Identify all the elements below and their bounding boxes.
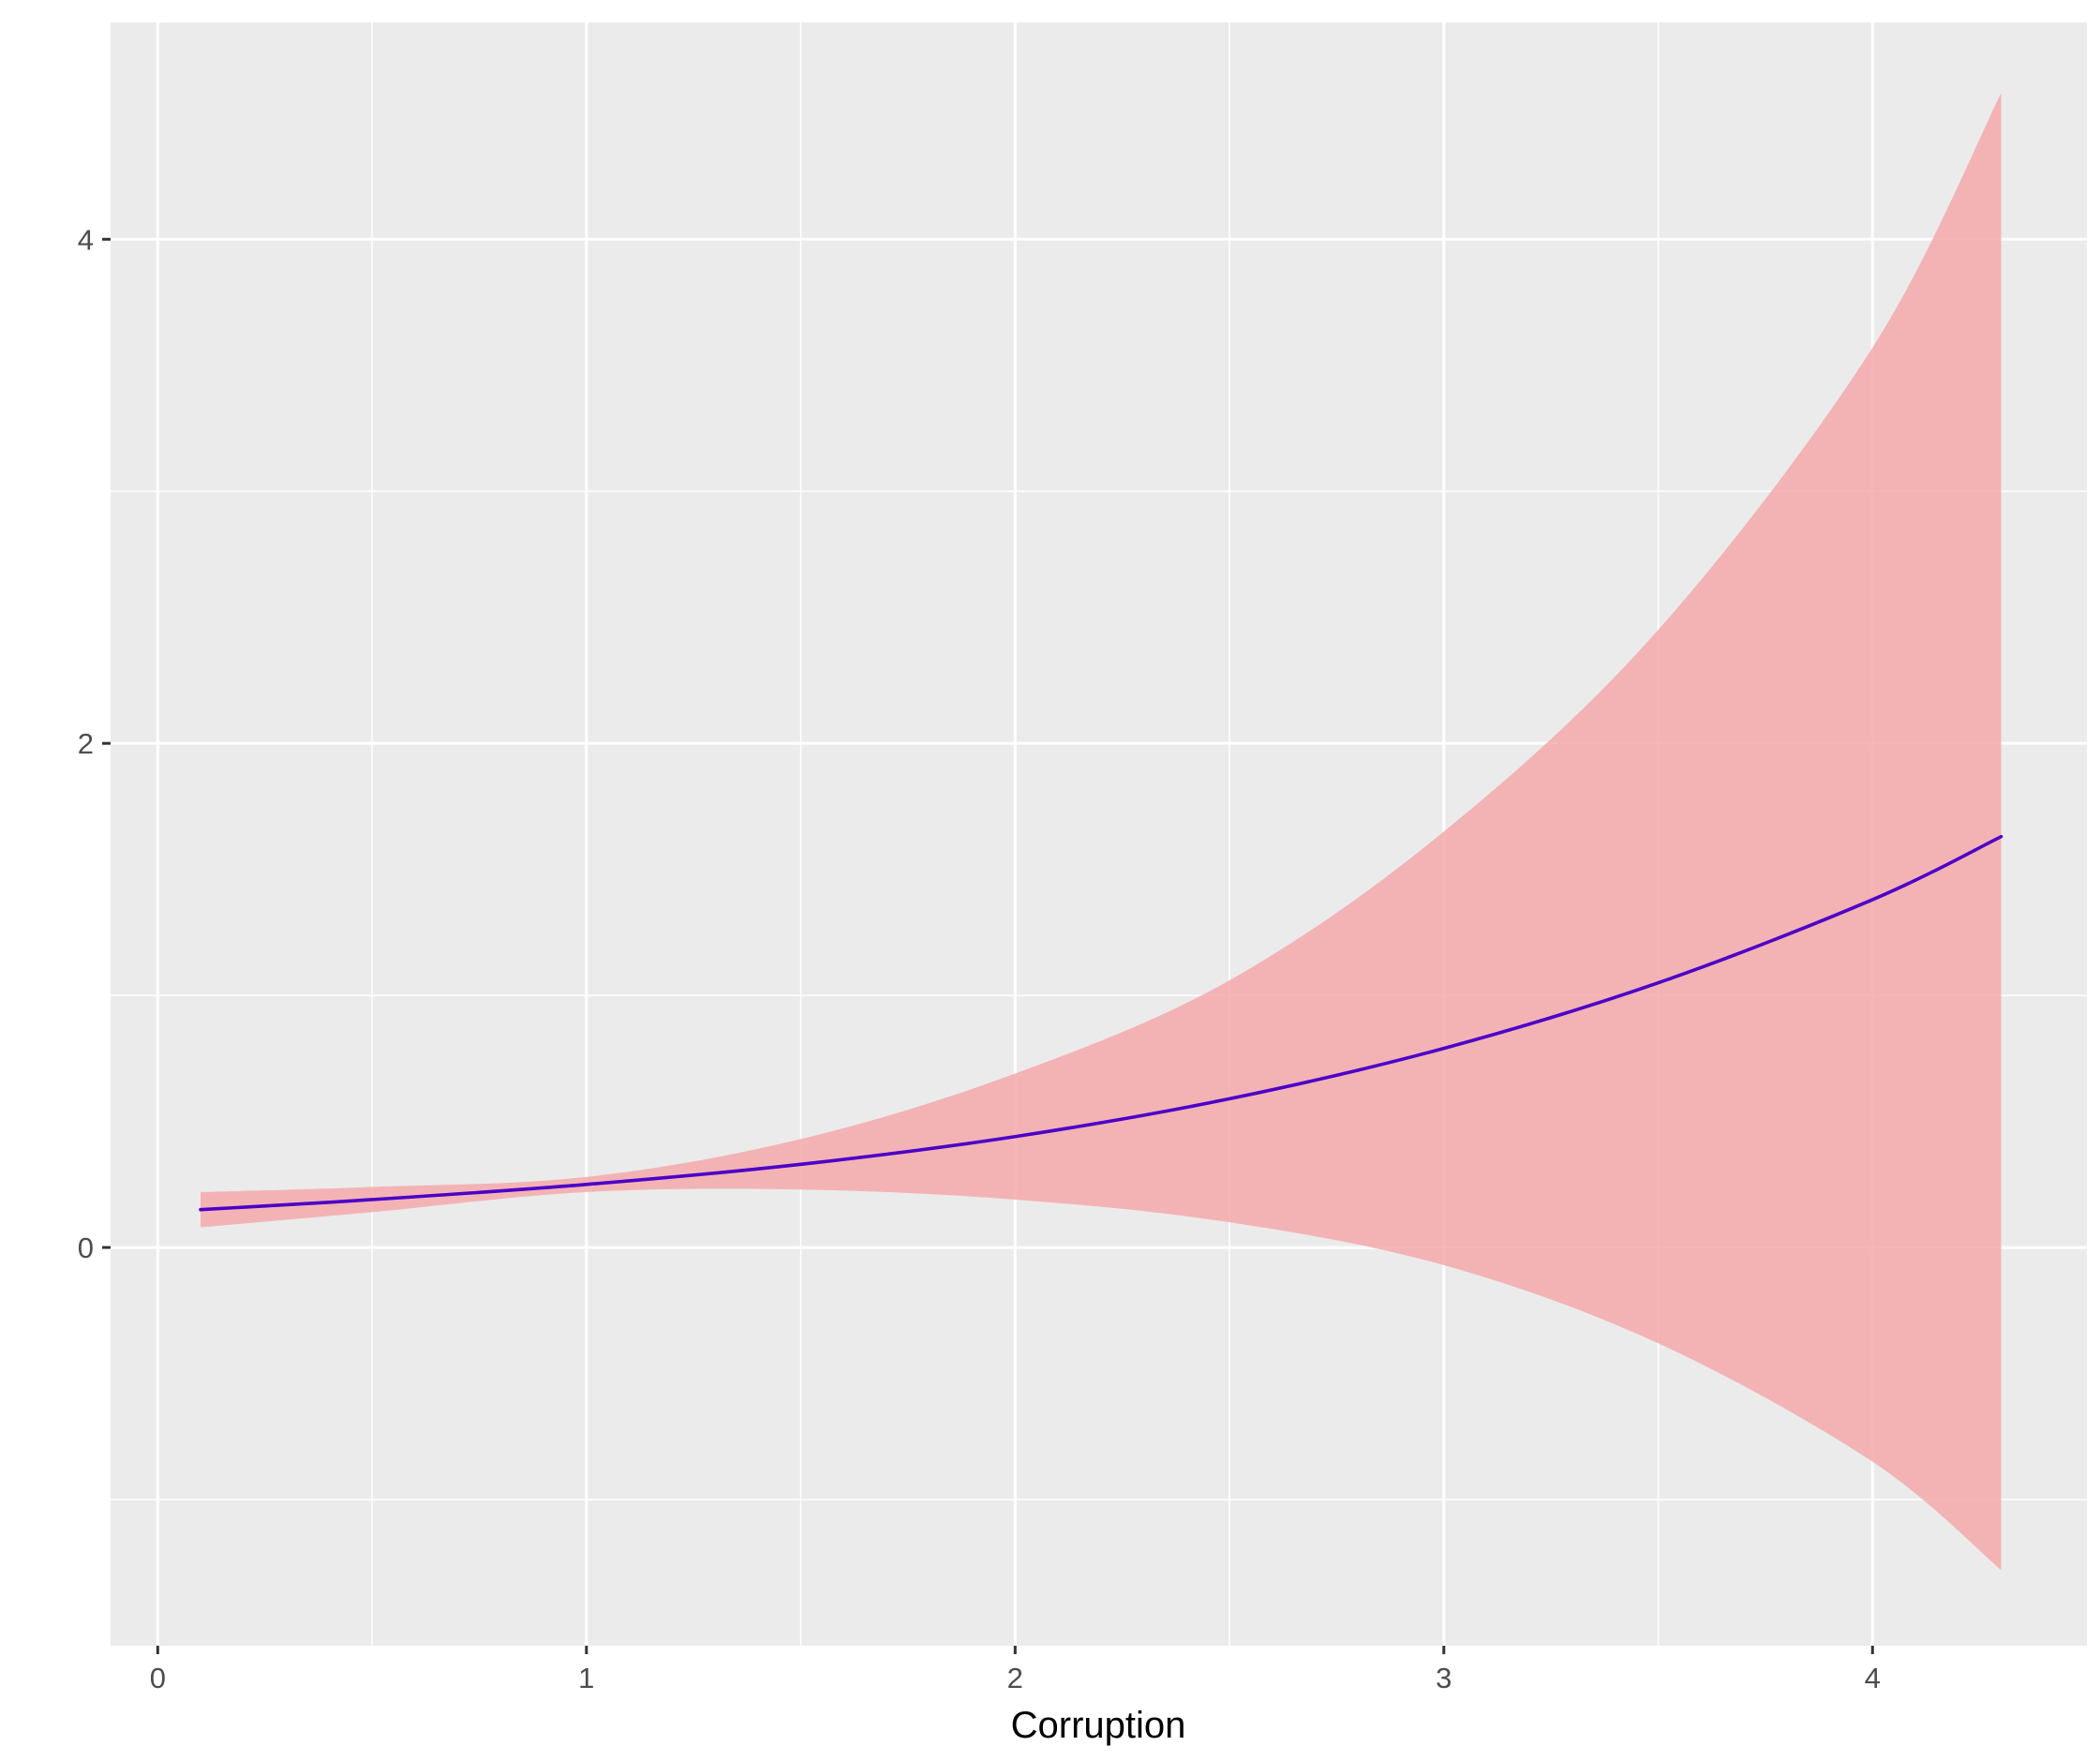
x-tick-label: 1 xyxy=(578,1662,594,1694)
confidence-band xyxy=(201,93,2002,1571)
x-tick-label: 3 xyxy=(1436,1662,1452,1694)
y-tick-label: 4 xyxy=(78,223,94,256)
x-tick-label: 0 xyxy=(150,1662,166,1694)
confidence-band-layer xyxy=(201,93,2002,1571)
x-tick-label: 2 xyxy=(1007,1662,1023,1694)
fitted-line xyxy=(199,834,2003,1212)
y-tick-label: 2 xyxy=(78,727,94,760)
x-tick-label: 4 xyxy=(1865,1662,1881,1694)
y-axis: 0 2 4 xyxy=(78,223,111,1264)
fitted-line-layer xyxy=(199,834,2003,1212)
x-axis: 0 1 2 3 4 xyxy=(150,1646,1881,1694)
y-tick-label: 0 xyxy=(78,1231,94,1264)
x-axis-title: Corruption xyxy=(1011,1705,1186,1746)
